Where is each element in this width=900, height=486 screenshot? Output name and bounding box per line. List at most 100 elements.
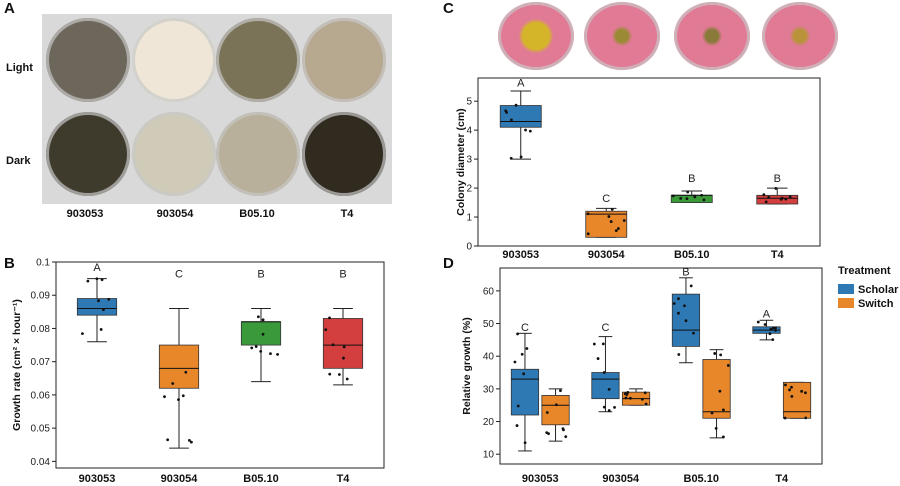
chart-d-box-switch-1-point [562,428,565,432]
chart-b-box-4-box [322,318,364,369]
chart-d-box-scholar-3-point [683,304,686,308]
chart-d-category-label: T4 [775,473,789,485]
chart-c-ytick-label: 1 [466,213,472,224]
chart-d-box-switch-4-point [784,383,787,387]
chart-d-box-switch-3-point [718,389,722,393]
plate-c-3 [674,2,750,70]
chart-d-box-scholar-1-point [523,441,527,445]
plate-light-1 [46,18,130,102]
chart-d-box-switch-4-point [800,389,804,393]
chart-b-box-1-point [102,308,105,312]
panel-c-letter: C [443,0,454,17]
chart-c-frame [477,77,821,247]
chart-c-box-2-box [585,210,628,238]
chart-c-box-3-point [693,195,697,199]
chart-c-ytick-label: 4 [466,126,472,137]
chart-d-legend-label: Switch [858,298,894,310]
chart-c-box-1-point [514,103,518,107]
chart-c-box-1-point [510,118,513,122]
chart-d-box-scholar-3-point [677,353,681,356]
chart-c-box-3-box [670,194,713,203]
chart-d-category-label: 903053 [522,473,559,485]
chart-d-box-scholar-3-box [671,293,701,347]
plate-light-4 [302,18,386,102]
chart-d-box-scholar-3-point [672,302,676,305]
chart-c-box-2-point [617,227,620,230]
chart-b-significance-letter: B [339,269,346,281]
chart-b-significance-letter: A [93,262,101,274]
chart-b-box-4-point [342,356,345,360]
chart-d-box-scholar-4-point [768,332,772,336]
chart-b-box-3-point [254,345,258,348]
panel-a-row-label-light: Light [6,62,33,74]
chart-c-box-1-point [519,155,523,159]
chart-c-ytick-label: 5 [466,97,472,108]
plate-dark-4 [302,112,386,196]
chart-c-category-label: 903054 [588,249,626,261]
chart-d-ytick-label: 40 [483,352,495,363]
chart-d-category-label: B05.10 [684,473,719,485]
chart-b-ytick-label: 0.08 [31,324,51,335]
chart-d-box-scholar-4-point [774,326,777,330]
plate-dark-1 [46,112,130,196]
panel-a-letter: A [4,0,15,17]
chart-c-category-label: B05.10 [674,249,709,261]
chart-c-box-1-point [524,128,527,132]
chart-c-box-2-point [610,207,614,211]
chart-c-box-2-point [609,220,613,223]
chart-c-box-2-point [607,215,611,218]
chart-c-ytick-label: 0 [466,242,472,253]
chart-c-box-3-point [679,196,683,200]
panel-a-strain-label-3: B05.10 [239,208,275,220]
chart-d-box-switch-2-point [643,391,647,395]
chart-c-box-2-point [586,212,590,216]
chart-c-category-label: 903053 [502,249,539,261]
chart-b-box-1-point [107,297,111,301]
panel-a-strain-label-1: 903053 [66,208,104,220]
chart-d-legend-swatch [838,284,854,294]
chart-b-category-label: 903054 [161,473,199,485]
chart-d-box-scholar-4-point [769,327,773,331]
chart-b-box-2-point [184,370,188,374]
chart-d-box-switch-2-point [626,390,630,394]
chart-b-box-3-point [250,346,254,350]
chart-b-category-label: B05.10 [243,473,278,485]
chart-d-ytick-label: 50 [483,319,495,330]
chart-d-box-switch-2-point [644,402,648,406]
chart-c-box-4-point [767,195,771,199]
chart-c-box-4-point [784,197,788,201]
chart-d-box-scholar-2-point [602,405,606,409]
chart-d-box-switch-2-point [625,393,629,396]
chart-b-box-2-point [187,439,191,442]
chart-b-ytick-label: 0.07 [31,357,51,368]
chart-b-box-1-point [86,279,90,283]
chart-d-box-scholar-4-point [771,338,775,341]
chart-b-category-label: T4 [337,473,351,485]
chart-c-significance-letter: B [774,173,781,185]
panel-b-letter: B [4,255,15,272]
plate-dark-3 [216,112,300,196]
chart-c-box-1-point [509,156,513,160]
chart-d-box-switch-3-point [719,353,723,357]
chart-b-box-3-point [261,332,265,336]
chart-c-ytick-label: 2 [466,184,472,195]
chart-b-box-2-point [163,395,166,399]
chart-b-box-4-point [345,377,349,381]
chart-d-box-scholar-3-point [689,284,693,288]
chart-b-significance-letter: C [175,269,183,281]
chart-b-box-1-point [97,299,100,303]
chart-b-box-3-box [240,321,282,346]
chart-b-ytick-label: 0.09 [31,291,51,302]
chart-d-box-scholar-1-point [516,404,520,408]
chart-b-box-1-point [100,278,104,282]
chart-d-significance-letter: B [682,266,689,278]
chart-d-box-scholar-2-point [596,357,600,360]
chart-b-box-2-point [181,394,185,398]
chart-b-box-1-point [99,328,103,331]
chart-b-box-4-point [342,345,346,349]
chart-d-box-scholar-2-point [613,405,616,409]
chart-d-box-switch-1-point [545,431,549,435]
chart-c-box-4-point [780,196,784,200]
chart-c-box-2-point [614,229,618,233]
